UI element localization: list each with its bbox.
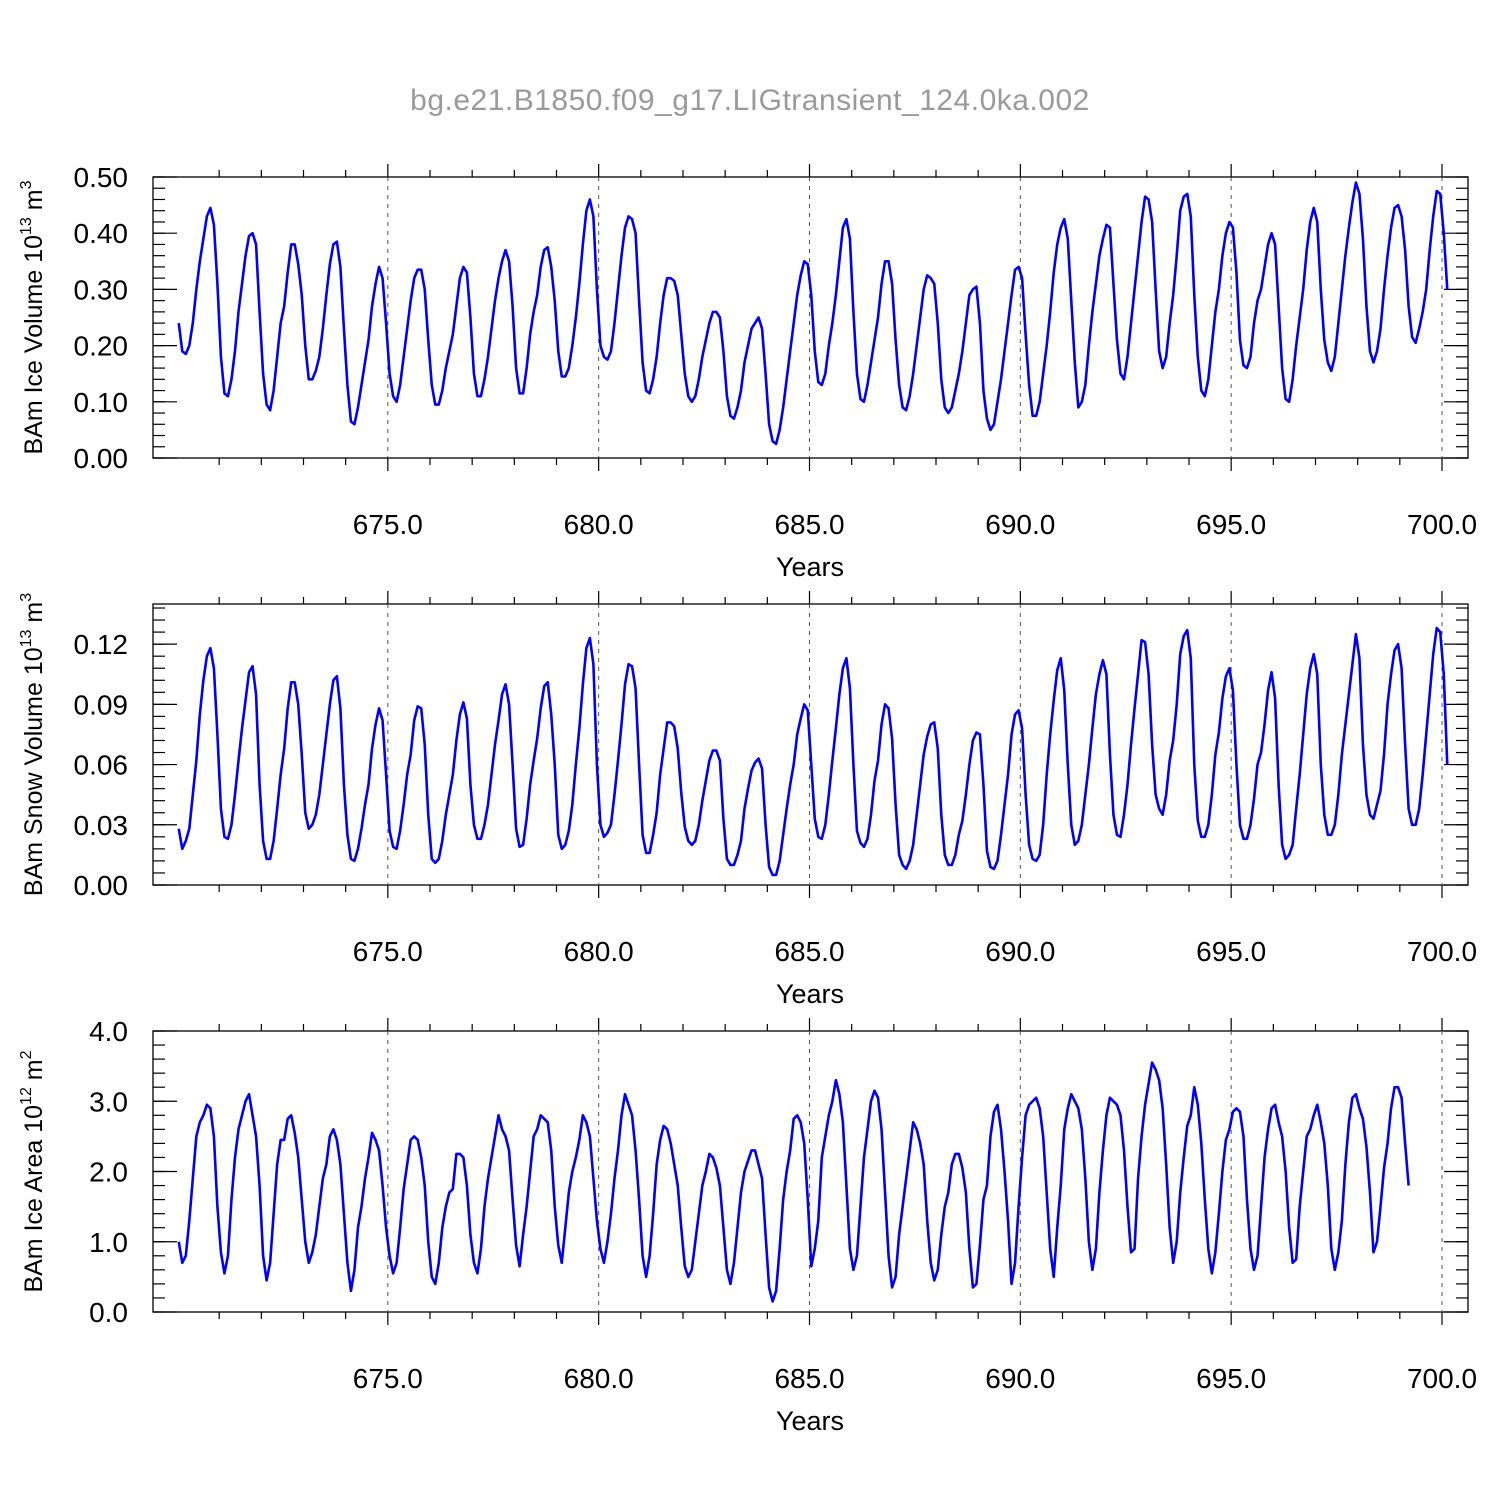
y-tick-label: 0.06: [74, 750, 129, 781]
series-line: [177, 181, 1449, 446]
x-axis-title: Years: [776, 552, 844, 582]
y-tick-label: 0.30: [74, 274, 129, 305]
x-tick-label: 690.0: [985, 1363, 1055, 1394]
x-tick-label: 675.0: [353, 1363, 423, 1394]
x-tick-label: 685.0: [774, 1363, 844, 1394]
y-axis-title-superscript: 12: [18, 1087, 35, 1105]
y-axis-title-text: BAm Ice Volume 10: [20, 235, 48, 455]
x-tick-label: 680.0: [564, 509, 634, 540]
x-axis-title: Years: [776, 1406, 844, 1436]
plot-frame: [152, 603, 1469, 886]
x-tick-label: 695.0: [1196, 1363, 1266, 1394]
y-tick-label: 0.03: [74, 810, 129, 841]
y-axis-title: BAm Snow Volume 1013 m3: [18, 593, 48, 896]
y-tick-label: 0.20: [74, 331, 129, 362]
y-tick-label: 3.0: [89, 1086, 128, 1117]
plot-frame: [152, 1030, 1469, 1313]
y-axis-title-superscript: 3: [18, 180, 35, 189]
panel-ice-volume: 675.0 680.0 685.0 690.0 695.0 700.0 0.00 0.10 0.…: [18, 162, 1477, 582]
y-tick-label: 4.0: [89, 1016, 128, 1047]
y-axis-title-superscript: 13: [18, 217, 35, 235]
x-tick-label: 675.0: [353, 936, 423, 967]
x-tick-label: 680.0: [564, 936, 634, 967]
y-axis-title-superscript: 3: [18, 593, 35, 602]
y-axis-title-text: BAm Ice Area 10: [20, 1105, 48, 1293]
y-axis-title-text: BAm Snow Volume 10: [20, 647, 48, 896]
series-line: [177, 626, 1449, 877]
x-tick-label: 700.0: [1407, 1363, 1477, 1394]
y-tick-label: 1.0: [89, 1227, 128, 1258]
x-tick-label: 690.0: [985, 936, 1055, 967]
x-tick-label: 680.0: [564, 1363, 634, 1394]
y-axis-title: BAm Ice Volume 1013 m3: [18, 180, 48, 454]
x-tick-label: 690.0: [985, 509, 1055, 540]
x-tick-label: 695.0: [1196, 509, 1266, 540]
x-tick-label: 695.0: [1196, 936, 1266, 967]
y-axis-title-superscript: 2: [18, 1050, 35, 1059]
panel-ice-area: 675.0 680.0 685.0 690.0 695.0 700.0 0.0 1.0 2.0 3…: [18, 1016, 1477, 1436]
x-axis-title: Years: [776, 979, 844, 1009]
y-tick-label: 0.40: [74, 218, 129, 249]
y-axis-title-text: m: [20, 1059, 48, 1087]
y-axis-title-text: m: [20, 602, 48, 630]
panel-snow-volume: 675.0 680.0 685.0 690.0 695.0 700.0 0.00 0.03 0.…: [18, 591, 1477, 1009]
x-tick-label: 685.0: [774, 936, 844, 967]
y-tick-label: 0.10: [74, 387, 129, 418]
y-tick-label: 0.00: [74, 443, 129, 474]
x-tick-label: 675.0: [353, 509, 423, 540]
y-tick-label: 2.0: [89, 1157, 128, 1188]
chart-title: bg.e21.B1850.f09_g17.LIGtransient_124.0k…: [410, 84, 1090, 117]
x-tick-label: 700.0: [1407, 936, 1477, 967]
plot-frame: [152, 176, 1469, 459]
y-axis-title: BAm Ice Area 1012 m2: [18, 1050, 48, 1292]
x-tick-label: 685.0: [774, 509, 844, 540]
y-tick-label: 0.0: [89, 1297, 128, 1328]
series-line: [177, 1061, 1410, 1303]
y-tick-label: 0.09: [74, 689, 129, 720]
y-tick-label: 0.00: [74, 870, 129, 901]
y-tick-label: 0.12: [74, 629, 129, 660]
y-tick-label: 0.50: [74, 162, 129, 193]
y-axis-title-text: m: [20, 189, 48, 217]
y-axis-title-superscript: 13: [18, 629, 35, 647]
x-tick-label: 700.0: [1407, 509, 1477, 540]
